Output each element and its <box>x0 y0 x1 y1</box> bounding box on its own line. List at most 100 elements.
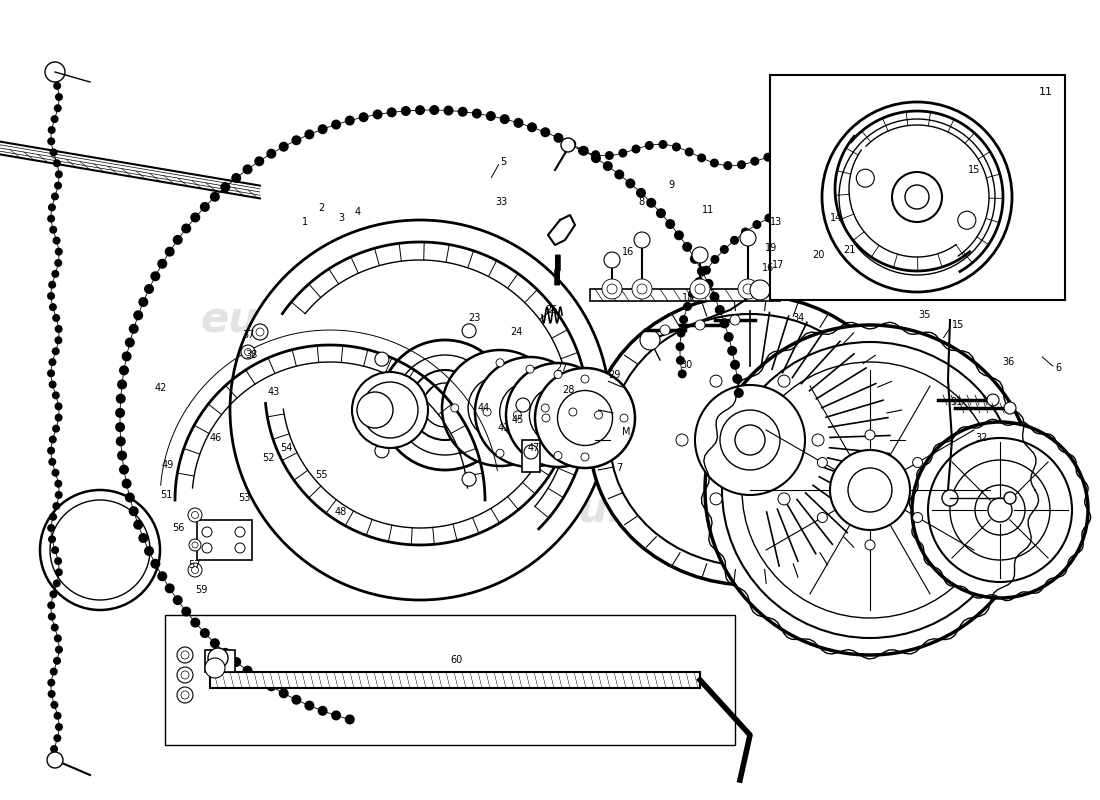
Circle shape <box>710 375 722 387</box>
Text: 34: 34 <box>792 313 804 323</box>
Text: 53: 53 <box>238 493 251 503</box>
Circle shape <box>800 279 820 299</box>
Circle shape <box>52 425 60 433</box>
Circle shape <box>231 173 241 183</box>
Circle shape <box>705 325 1035 655</box>
Circle shape <box>331 119 341 130</box>
Circle shape <box>52 314 60 322</box>
Circle shape <box>144 546 154 556</box>
Circle shape <box>379 340 510 470</box>
Text: 60: 60 <box>450 655 462 665</box>
Circle shape <box>842 170 851 179</box>
Text: M: M <box>621 427 630 437</box>
Circle shape <box>173 235 183 245</box>
Circle shape <box>200 628 210 638</box>
Circle shape <box>614 170 625 179</box>
Circle shape <box>188 508 202 522</box>
Circle shape <box>561 138 575 152</box>
Circle shape <box>429 105 439 115</box>
Circle shape <box>52 469 59 477</box>
Circle shape <box>210 192 220 202</box>
Text: 48: 48 <box>336 507 348 517</box>
Text: 5: 5 <box>500 157 506 167</box>
Circle shape <box>266 682 276 691</box>
Circle shape <box>830 450 910 530</box>
Circle shape <box>542 414 550 422</box>
Circle shape <box>695 385 805 495</box>
Circle shape <box>631 145 640 154</box>
Text: 52: 52 <box>262 453 275 463</box>
Circle shape <box>554 451 562 459</box>
Circle shape <box>48 435 57 443</box>
Circle shape <box>540 127 550 138</box>
Circle shape <box>47 524 55 532</box>
Circle shape <box>129 324 139 334</box>
Text: 15: 15 <box>952 320 965 330</box>
Circle shape <box>724 161 733 170</box>
Text: 59: 59 <box>195 585 208 595</box>
Text: 46: 46 <box>210 433 222 443</box>
Circle shape <box>692 247 708 263</box>
Circle shape <box>581 453 589 461</box>
Circle shape <box>711 255 719 264</box>
Circle shape <box>884 194 893 203</box>
Circle shape <box>776 284 785 294</box>
Circle shape <box>591 150 601 159</box>
Text: 1: 1 <box>302 217 308 227</box>
Circle shape <box>47 678 55 686</box>
Circle shape <box>840 279 860 299</box>
Circle shape <box>352 372 428 448</box>
Circle shape <box>53 237 60 245</box>
Circle shape <box>165 246 175 257</box>
Circle shape <box>54 182 62 190</box>
Circle shape <box>565 141 574 150</box>
Circle shape <box>710 493 722 505</box>
Circle shape <box>220 648 230 658</box>
Circle shape <box>144 284 154 294</box>
Circle shape <box>526 451 534 459</box>
Circle shape <box>55 568 63 576</box>
Circle shape <box>566 139 576 149</box>
Circle shape <box>318 124 328 134</box>
Circle shape <box>462 472 476 486</box>
Text: 9: 9 <box>668 180 674 190</box>
Text: 13: 13 <box>770 217 782 227</box>
Circle shape <box>395 355 495 455</box>
Circle shape <box>675 342 684 351</box>
Text: 21: 21 <box>843 245 856 255</box>
Circle shape <box>675 356 685 365</box>
Circle shape <box>620 414 628 422</box>
Circle shape <box>50 71 58 79</box>
Circle shape <box>632 279 652 299</box>
Circle shape <box>865 540 874 550</box>
Circle shape <box>553 133 563 143</box>
Circle shape <box>636 188 646 198</box>
Circle shape <box>892 172 942 222</box>
Circle shape <box>188 563 202 577</box>
Text: 36: 36 <box>1002 357 1014 367</box>
Circle shape <box>828 166 838 175</box>
Circle shape <box>790 203 799 212</box>
Circle shape <box>752 220 761 229</box>
Circle shape <box>157 571 167 582</box>
Circle shape <box>182 691 189 699</box>
Circle shape <box>842 240 858 256</box>
Circle shape <box>50 668 57 676</box>
Circle shape <box>803 199 812 208</box>
Circle shape <box>526 365 534 373</box>
Circle shape <box>804 154 813 164</box>
Circle shape <box>975 485 1025 535</box>
Circle shape <box>48 281 56 289</box>
Circle shape <box>637 284 647 294</box>
Circle shape <box>844 193 852 202</box>
Circle shape <box>451 404 459 412</box>
Circle shape <box>54 634 62 642</box>
Circle shape <box>683 302 692 311</box>
Text: 24: 24 <box>510 327 522 337</box>
Circle shape <box>117 379 126 390</box>
Circle shape <box>541 404 549 412</box>
Circle shape <box>659 140 668 149</box>
Circle shape <box>202 527 212 537</box>
Circle shape <box>278 688 288 698</box>
Ellipse shape <box>610 314 890 566</box>
